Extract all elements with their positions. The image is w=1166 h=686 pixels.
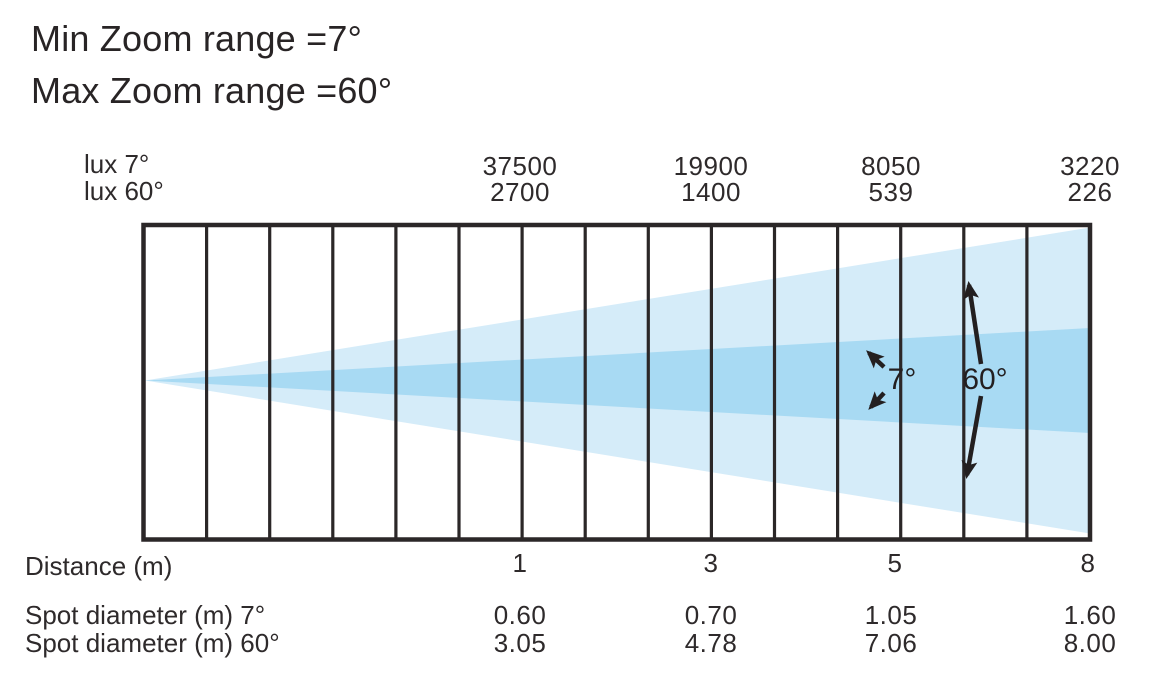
distance-value: 3	[703, 548, 719, 578]
distance-value: 1	[512, 548, 528, 578]
distance-value: 5	[887, 548, 903, 578]
spot-diameter-60-value: 3.05	[493, 628, 547, 658]
spot-diameter-60-value: 8.00	[1063, 628, 1117, 658]
narrow-beam-angle-label: 7°	[887, 363, 917, 396]
spot-diameter-7-value: 1.60	[1063, 600, 1117, 630]
lux-7deg-row-label: lux 7°	[84, 149, 150, 179]
max-zoom-title: Max Zoom range =60°	[31, 70, 393, 111]
narrow-angle-arrow-down-icon	[868, 391, 887, 410]
lux-60-value: 2700	[490, 177, 550, 207]
lux-7-value: 3220	[1060, 151, 1120, 181]
lux-60-value: 1400	[681, 177, 741, 207]
beam-grid-frame	[141, 222, 1093, 542]
min-zoom-title: Min Zoom range =7°	[31, 18, 363, 59]
distance-value: 8	[1080, 548, 1096, 578]
wide-beam-angle-label: 60°	[962, 363, 1008, 396]
lux-7-value: 37500	[482, 151, 558, 181]
lux-60-value: 226	[1067, 177, 1113, 207]
grid-lines	[205, 226, 1029, 539]
spot-diameter-60-value: 7.06	[864, 628, 918, 658]
spot-diameter-7-value: 1.05	[864, 600, 918, 630]
lux-60-value: 539	[868, 177, 914, 207]
spot-diameter-7-value: 0.70	[684, 600, 738, 630]
lux-60deg-row-label: lux 60°	[84, 176, 164, 206]
distance-row-label: Distance (m)	[25, 551, 173, 581]
narrow-angle-arrow-up-icon	[866, 350, 886, 369]
narrow-beam-cone	[145, 328, 1090, 433]
spot-diameter-60deg-row-label: Spot diameter (m) 60°	[25, 628, 280, 658]
spot-diameter-60-value: 4.78	[684, 628, 738, 658]
spot-diameter-7deg-row-label: Spot diameter (m) 7°	[25, 600, 266, 630]
lux-7-value: 8050	[861, 151, 921, 181]
wide-angle-arrow-up-icon	[963, 281, 984, 365]
lux-7-value: 19900	[673, 151, 749, 181]
spot-diameter-7-value: 0.60	[493, 600, 547, 630]
wide-angle-arrow-down-icon	[961, 395, 984, 479]
